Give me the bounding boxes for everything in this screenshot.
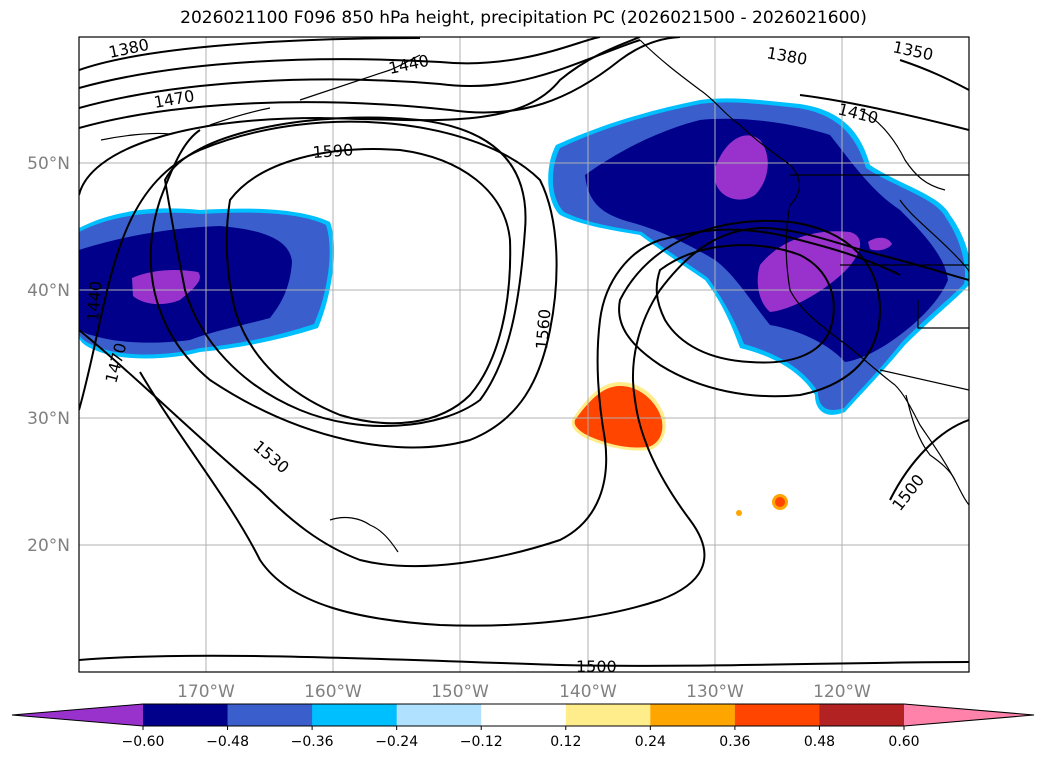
colorbar-tick-label: 0.24 [635, 734, 666, 750]
lat-label: 30°N [27, 409, 70, 429]
lon-label: 120°W [813, 682, 871, 702]
colorbar-extend-min [12, 704, 143, 726]
colorbar-tick-label: 0.36 [719, 734, 750, 750]
contour-label: 1440 [83, 280, 105, 322]
colorbar-segment [650, 704, 736, 726]
colorbar-tick-label: −0.12 [460, 734, 503, 750]
colorbar-segment [734, 704, 820, 726]
contour-label: 1560 [532, 308, 554, 350]
lat-label: 20°N [27, 536, 70, 556]
colorbar-segment [312, 704, 398, 726]
map-frame [78, 36, 970, 673]
colorbar: −0.60 −0.48 −0.36 −0.24 −0.12 0.12 0.24 0.36 0.4… [11, 703, 1035, 750]
colorbar-segment [227, 704, 313, 726]
height-contours [79, 37, 969, 667]
lat-label: 40°N [27, 281, 70, 301]
colorbar-segment [819, 704, 905, 726]
colorbar-tick-label: −0.60 [122, 734, 165, 750]
lon-label: 170°W [177, 682, 235, 702]
colorbar-segment [396, 704, 482, 726]
colorbar-extend-max [904, 704, 1034, 726]
lon-label: 150°W [431, 682, 489, 702]
contour-label: 1500 [576, 657, 617, 676]
graticule [79, 37, 969, 672]
colorbar-tick-label: 0.48 [804, 734, 835, 750]
latitude-labels: 50°N 40°N 30°N 20°N [27, 154, 70, 556]
colorbar-tick-label: 0.12 [550, 734, 581, 750]
lon-label: 160°W [304, 682, 362, 702]
colorbar-tick-label: −0.24 [375, 734, 418, 750]
colorbar-segment [565, 704, 651, 726]
contour-label: 1590 [312, 140, 354, 162]
precip-region-east [548, 98, 969, 415]
coastlines [100, 39, 969, 553]
map-title: 2026021100 F096 850 hPa height, precipit… [180, 8, 867, 28]
colorbar-tick-label: 0.60 [888, 734, 919, 750]
longitude-labels: 170°W 160°W 150°W 140°W 130°W 120°W [177, 682, 871, 702]
colorbar-segment [481, 704, 567, 726]
precip-region-west [79, 208, 335, 359]
colorbar-tick-label: −0.48 [206, 734, 249, 750]
lon-label: 140°W [559, 682, 617, 702]
colorbar-tick-label: −0.36 [291, 734, 334, 750]
lon-label: 130°W [686, 682, 744, 702]
lat-label: 50°N [27, 154, 70, 174]
colorbar-segment [143, 704, 229, 726]
